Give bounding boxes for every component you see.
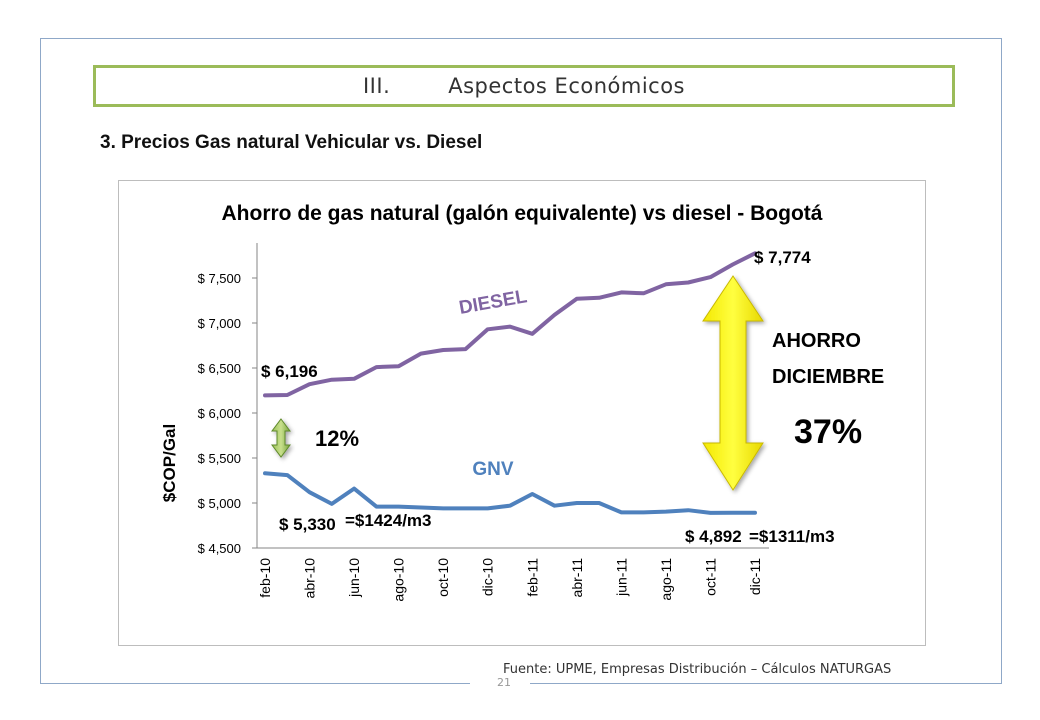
big-double-arrow-icon <box>702 275 764 491</box>
x-tick-label: oct-11 <box>702 558 718 596</box>
diesel-end-label: $ 7,774 <box>754 248 811 267</box>
x-tick-label: jun-10 <box>346 558 362 598</box>
slide-border-right <box>1001 38 1002 684</box>
gnv-end-label: $ 4,892 <box>685 527 742 546</box>
x-tick-label: oct-10 <box>435 558 451 597</box>
x-tick-label: dic-11 <box>747 558 763 595</box>
y-axis-label: $COP/Gal <box>160 424 179 502</box>
y-tick-label: $ 4,500 <box>198 541 241 556</box>
chart-frame: Ahorro de gas natural (galón equivalente… <box>118 180 926 646</box>
y-tick-label: $ 6,000 <box>198 406 241 421</box>
x-axis: feb-10 abr-10 jun-10 ago-10 oct-10 dic-10 feb-… <box>257 547 769 602</box>
page-number: 21 <box>497 676 511 689</box>
section-number: III. <box>362 74 391 98</box>
slide-border-left <box>40 38 41 684</box>
slide-border-bottom-right <box>530 683 1002 684</box>
x-tick-label: jun-11 <box>613 558 629 597</box>
slide-border-top <box>40 38 1002 39</box>
y-axis: $ 4,500 $ 5,000 $ 5,500 $ 6,000 $ 6,500 $ 7,0… <box>198 243 258 556</box>
y-tick-label: $ 5,000 <box>198 496 241 511</box>
gnv-start-m3-label: =$1424/m3 <box>345 511 432 530</box>
small-double-arrow-icon <box>271 418 291 458</box>
source-footer: Fuente: UPME, Empresas Distribución – Cá… <box>503 662 892 677</box>
chart-title: Ahorro de gas natural (galón equivalente… <box>222 202 823 225</box>
x-tick-label: feb-11 <box>524 558 540 597</box>
section-title: Aspectos Económicos <box>448 74 685 98</box>
section-header: III. Aspectos Económicos <box>93 65 955 107</box>
series <box>263 251 757 515</box>
x-tick-label: dic-10 <box>480 558 496 596</box>
gnv-end-m3-label: =$1311/m3 <box>749 527 835 546</box>
gnv-series-label: GNV <box>472 459 514 480</box>
x-tick-label: ago-10 <box>391 558 407 602</box>
savings-label-line1: AHORRO <box>772 330 861 352</box>
slide-subtitle: 3. Precios Gas natural Vehicular vs. Die… <box>100 132 483 153</box>
y-tick-label: $ 5,500 <box>198 451 241 466</box>
x-tick-label: abr-11 <box>569 558 585 598</box>
savings-pct-label: 37% <box>794 413 862 451</box>
gnv-start-label: $ 5,330 <box>279 515 336 534</box>
diesel-series-label: DIESEL <box>457 286 529 319</box>
diesel-series-line <box>263 251 757 398</box>
slide-border-bottom <box>40 683 470 684</box>
gnv-series-line <box>263 471 757 515</box>
y-tick-label: $ 6,500 <box>198 361 241 376</box>
y-tick-label: $ 7,500 <box>198 271 241 286</box>
savings-label-line2: DICIEMBRE <box>772 366 884 388</box>
diesel-start-label: $ 6,196 <box>261 362 318 381</box>
x-tick-label: ago-11 <box>658 558 674 601</box>
x-tick-label: abr-10 <box>302 558 318 599</box>
y-tick-label: $ 7,000 <box>198 316 241 331</box>
line-chart: Ahorro de gas natural (galón equivalente… <box>160 202 884 602</box>
x-tick-label: feb-10 <box>257 558 273 598</box>
pct-start-label: 12% <box>315 426 359 451</box>
